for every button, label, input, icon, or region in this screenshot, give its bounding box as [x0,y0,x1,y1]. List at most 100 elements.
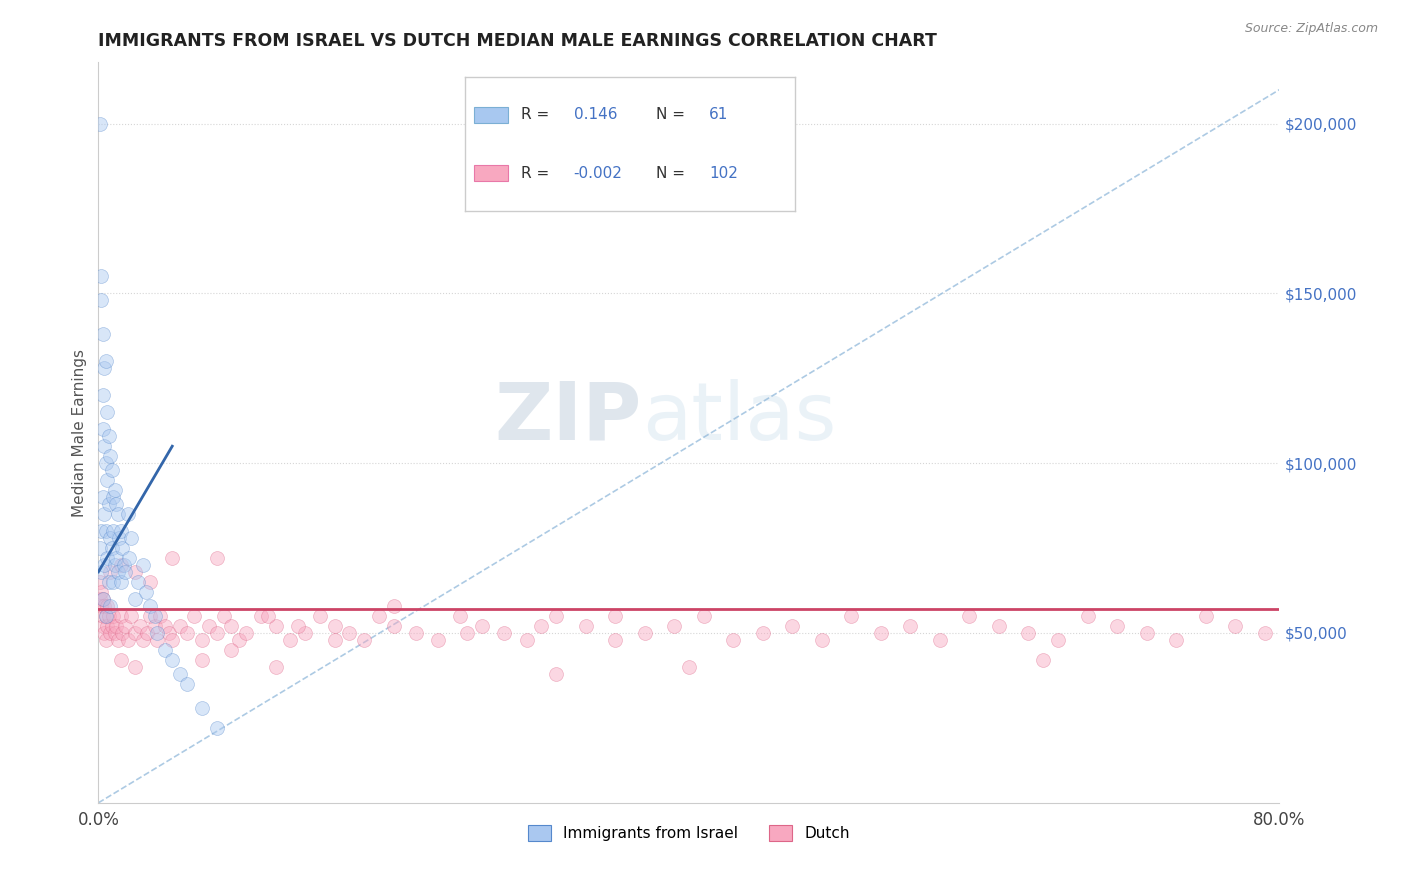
Point [127,575,149,590]
Point [191,653,214,667]
Point [546,609,568,624]
Point [752,626,775,640]
Point [103,490,125,504]
Point [114,565,136,579]
Point [457,626,479,640]
Point [678,660,700,674]
Text: ZIP: ZIP [495,379,641,457]
Point [90,585,112,599]
Point [111,626,134,640]
Point [90,565,112,579]
Point [841,609,863,624]
Point [124,660,146,674]
Point [264,619,287,633]
Point [108,531,131,545]
Point [105,497,128,511]
Point [530,619,553,633]
Point [143,609,166,624]
Point [605,609,627,624]
Point [89,117,111,131]
Point [1032,653,1054,667]
Point [212,609,235,624]
Point [634,626,657,640]
Text: atlas: atlas [641,379,837,457]
Point [91,388,114,402]
Point [97,575,120,590]
Point [228,632,250,647]
Point [104,483,127,498]
Point [149,609,172,624]
Point [264,660,287,674]
Point [114,619,136,633]
Point [124,626,146,640]
Point [235,626,257,640]
Point [191,700,214,714]
Point [94,524,117,538]
Point [103,609,125,624]
Point [132,632,155,647]
Point [132,558,155,572]
Point [139,599,162,613]
Point [153,643,176,657]
Point [162,632,183,647]
Point [98,626,121,640]
Point [449,609,471,624]
Point [368,609,391,624]
Point [91,490,114,504]
Point [91,609,114,624]
Text: Source: ZipAtlas.com: Source: ZipAtlas.com [1244,22,1378,36]
Point [1107,619,1129,633]
Point [94,456,117,470]
Point [94,609,117,624]
Point [176,677,198,691]
Point [100,619,122,633]
Point [287,619,309,633]
Point [97,497,120,511]
Point [900,619,922,633]
Point [353,632,375,647]
Point [1166,632,1188,647]
Point [118,551,141,566]
Point [135,585,157,599]
Point [309,609,332,624]
Point [96,405,118,419]
Point [117,632,139,647]
Point [107,565,129,579]
Point [205,551,228,566]
Point [169,619,191,633]
Point [136,626,159,640]
Point [105,551,128,566]
Point [146,632,169,647]
Point [1136,626,1159,640]
Point [96,599,118,613]
Point [605,632,627,647]
Point [205,721,228,735]
Point [494,626,516,640]
Point [111,541,134,555]
Point [104,626,127,640]
Point [124,565,146,579]
Point [427,632,450,647]
Point [782,619,804,633]
Point [516,632,538,647]
Point [110,653,132,667]
Point [120,609,142,624]
Point [124,592,146,607]
Point [93,507,115,521]
Point [176,626,198,640]
Point [91,327,114,342]
Point [162,653,183,667]
Point [105,619,128,633]
Point [94,632,117,647]
Point [98,531,121,545]
Point [112,558,135,572]
Point [91,592,114,607]
Point [94,354,117,368]
Point [110,558,132,572]
Point [257,609,280,624]
Point [98,599,121,613]
Point [323,632,346,647]
Point [98,565,121,579]
Point [205,626,228,640]
Point [91,619,114,633]
